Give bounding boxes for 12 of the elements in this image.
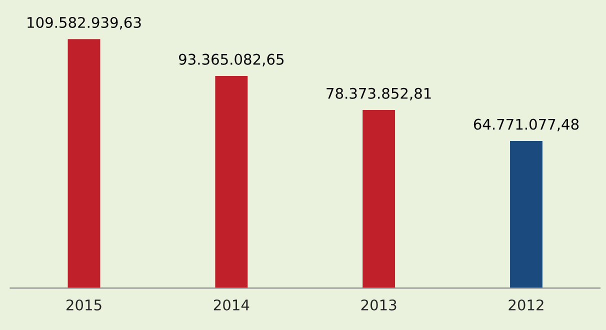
data-label: 93.365.082,65 xyxy=(178,54,284,66)
bar xyxy=(215,76,248,288)
x-tick-label: 2014 xyxy=(214,299,250,310)
data-label: 64.771.077,48 xyxy=(474,118,579,132)
data-label: 109.582.939,63 xyxy=(28,16,141,30)
x-tick-label: 2015 xyxy=(66,299,102,310)
data-label: 78.373.852,81 xyxy=(326,88,431,100)
bar xyxy=(362,110,396,288)
x-tick-label: 2013 xyxy=(361,299,396,310)
bar xyxy=(510,140,542,288)
bar xyxy=(68,39,100,288)
x-tick-label: 2012 xyxy=(508,299,544,310)
